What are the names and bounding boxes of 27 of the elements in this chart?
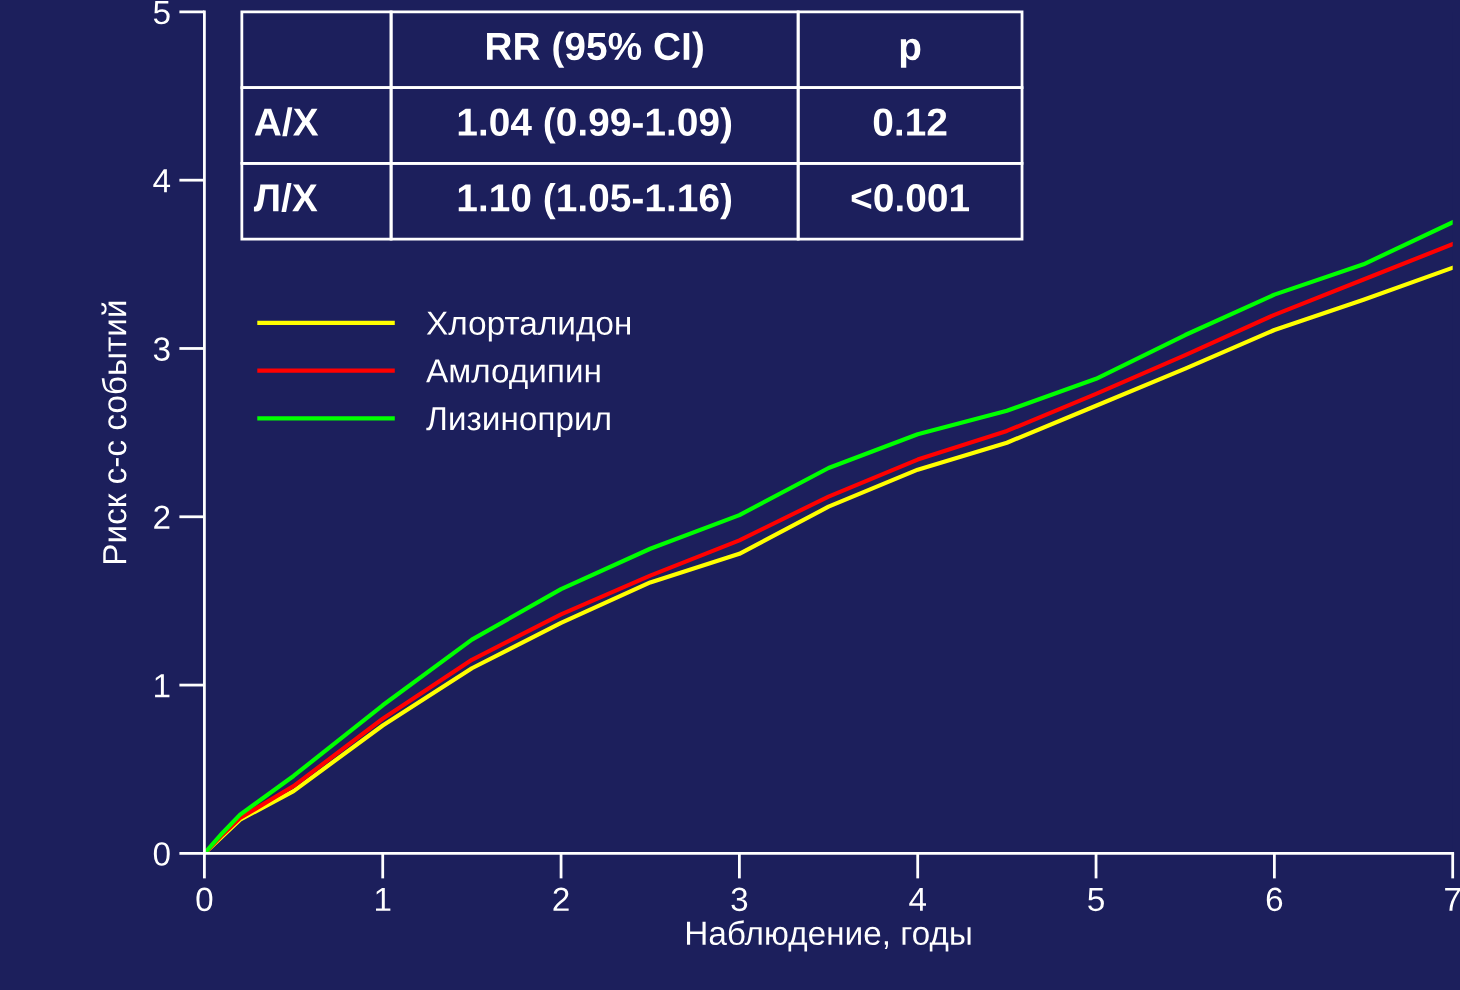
- x-tick-label: 6: [1266, 887, 1283, 912]
- x-axis-title: Наблюдение, годы: [687, 920, 971, 952]
- x-tick-label: 1: [376, 887, 391, 911]
- y-tick-label: 5: [153, 1, 170, 25]
- legend-label: Амлодипин: [426, 359, 600, 389]
- annotation: А/Х: [254, 107, 319, 137]
- x-tick-label: 7: [1445, 887, 1460, 911]
- y-tick-label: 2: [154, 505, 170, 529]
- x-tick-label: 0: [196, 887, 213, 912]
- annotation: <0.001: [851, 184, 970, 212]
- annotation: RR (95% CI): [487, 31, 703, 68]
- y-tick-label: 4: [153, 169, 171, 193]
- annotation: 1.04 (0.99-1.09): [458, 107, 732, 144]
- y-tick-label: 1: [155, 674, 170, 698]
- y-tick-label: 0: [153, 842, 170, 866]
- x-tick-label: 2: [553, 887, 569, 911]
- annotation: 1.10 (1.05-1.16): [458, 183, 732, 220]
- legend-label: Лизиноприл: [426, 407, 610, 437]
- y-tick-label: 3: [153, 337, 170, 361]
- x-tick-label: 3: [731, 887, 748, 912]
- y-axis-title: Риск с-с событий: [101, 301, 127, 563]
- x-tick-label: 5: [1088, 887, 1104, 912]
- annotation: 0.12: [873, 108, 947, 136]
- x-tick-label: 4: [909, 887, 927, 911]
- legend-label: Хлорталидон: [426, 311, 630, 342]
- annotation: Л/Х: [253, 183, 318, 213]
- annotation: p: [900, 38, 921, 68]
